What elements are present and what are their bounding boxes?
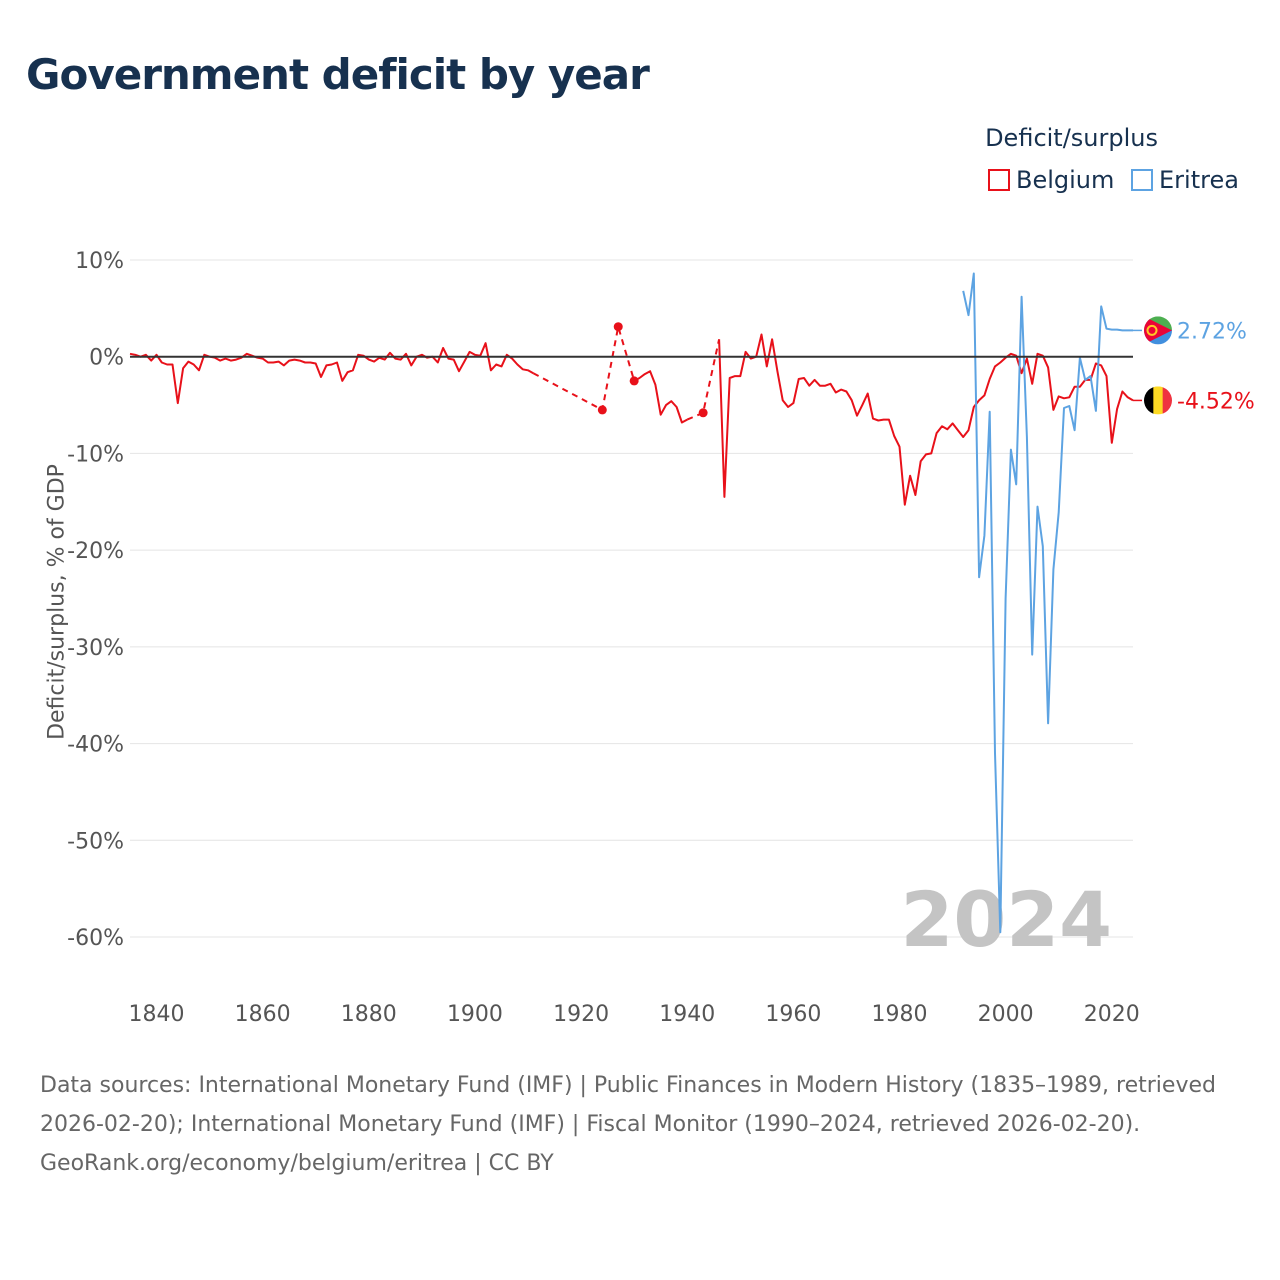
end-labels: 2.72% -4.52% bbox=[1133, 316, 1255, 415]
x-tick-label: 1840 bbox=[129, 1002, 185, 1027]
legend-item-eritrea[interactable]: Eritrea bbox=[1131, 166, 1239, 194]
line-chart: 10%0%-10%-20%-30%-40%-50%-60% 1840 1860 18… bbox=[67, 249, 1255, 1027]
y-tick-label: -60% bbox=[67, 926, 124, 951]
legend-item-belgium[interactable]: Belgium bbox=[988, 166, 1114, 194]
x-axis-ticks: 1840 1860 1880 1900 1920 1940 1960 1980 2000 2020 bbox=[129, 1002, 1140, 1027]
y-tick-label: -50% bbox=[67, 829, 124, 854]
legend-label-belgium: Belgium bbox=[1016, 166, 1115, 194]
series-line-belgium[interactable] bbox=[718, 333, 1134, 506]
legend-title: Deficit/surplus bbox=[985, 124, 1158, 152]
credit-link[interactable]: GeoRank.org/economy/belgium/eritrea | CC… bbox=[40, 1151, 554, 1176]
y-tick-label: -10% bbox=[67, 442, 124, 467]
series-line-belgium-dashed[interactable] bbox=[686, 339, 721, 421]
y-tick-label: 0% bbox=[89, 346, 124, 371]
y-tick-label: -40% bbox=[67, 733, 124, 758]
series-line-belgium[interactable] bbox=[633, 370, 688, 424]
y-tick-label: -20% bbox=[67, 539, 124, 564]
year-watermark: 2024 bbox=[900, 875, 1112, 964]
data-sources: Data sources: International Monetary Fun… bbox=[40, 1073, 1216, 1137]
legend-swatch-belgium bbox=[988, 169, 1010, 191]
x-tick-label: 1920 bbox=[553, 1002, 609, 1027]
eritrea-flag-icon bbox=[1144, 316, 1172, 345]
end-label-eritrea: 2.72% bbox=[1177, 319, 1247, 344]
series-line-belgium[interactable] bbox=[129, 342, 534, 405]
legend-label-eritrea: Eritrea bbox=[1159, 166, 1239, 194]
data-point-belgium[interactable] bbox=[698, 408, 708, 418]
y-tick-label: 10% bbox=[75, 249, 124, 274]
x-tick-label: 1900 bbox=[447, 1002, 503, 1027]
series-line-eritrea[interactable] bbox=[962, 272, 1133, 934]
x-tick-label: 1940 bbox=[659, 1002, 715, 1027]
legend-swatch-eritrea bbox=[1131, 169, 1153, 191]
belgium-flag-icon bbox=[1144, 386, 1172, 415]
y-axis-ticks: 10% 0% -10% -20% -30% -40% -50% -60% bbox=[67, 249, 124, 951]
x-tick-label: 1960 bbox=[765, 1002, 821, 1027]
x-tick-label: 1880 bbox=[341, 1002, 397, 1027]
series-line-belgium-dashed[interactable] bbox=[532, 325, 636, 411]
x-tick-label: 1860 bbox=[235, 1002, 291, 1027]
data-point-belgium[interactable] bbox=[629, 376, 639, 386]
end-label-belgium: -4.52% bbox=[1177, 389, 1255, 414]
x-tick-label: 2000 bbox=[978, 1002, 1034, 1027]
x-tick-label: 1980 bbox=[871, 1002, 927, 1027]
data-point-belgium[interactable] bbox=[597, 405, 607, 415]
x-tick-label: 2020 bbox=[1084, 1002, 1140, 1027]
series-lines bbox=[129, 272, 1134, 934]
chart-title: Government deficit by year bbox=[26, 50, 650, 99]
data-point-belgium[interactable] bbox=[613, 322, 623, 332]
y-tick-label: -30% bbox=[67, 636, 124, 661]
footer: Data sources: International Monetary Fun… bbox=[40, 1066, 1240, 1183]
grid-lines bbox=[130, 259, 1133, 938]
